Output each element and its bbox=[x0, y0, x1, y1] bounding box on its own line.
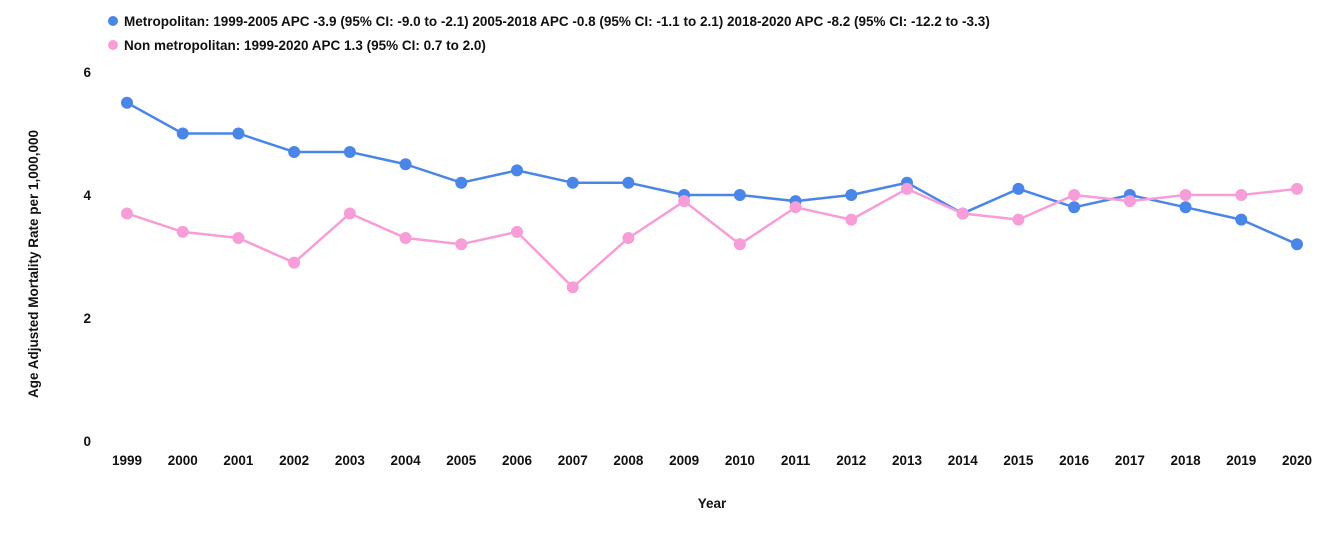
x-tick-label: 2017 bbox=[1115, 453, 1145, 468]
plot-area bbox=[121, 96, 1303, 294]
legend-marker-non-metropolitan bbox=[108, 40, 118, 50]
x-tick-label: 2013 bbox=[892, 453, 923, 468]
data-point bbox=[845, 189, 858, 201]
data-point bbox=[1179, 201, 1192, 214]
series-non-metropolitan bbox=[121, 182, 1303, 294]
data-point bbox=[1291, 238, 1303, 251]
x-tick-label: 2002 bbox=[279, 453, 309, 468]
data-point bbox=[1235, 189, 1248, 201]
x-tick-label: 2003 bbox=[335, 453, 366, 468]
x-tick-label: 2007 bbox=[558, 453, 588, 468]
x-tick-label: 2011 bbox=[781, 453, 811, 468]
data-point bbox=[733, 238, 746, 251]
x-tick-label: 2004 bbox=[391, 453, 422, 468]
data-point bbox=[343, 207, 356, 220]
data-point bbox=[901, 182, 913, 195]
y-tick-label: 6 bbox=[83, 65, 91, 80]
data-point bbox=[455, 238, 468, 251]
series-line bbox=[126, 187, 1298, 289]
data-point bbox=[1012, 213, 1025, 226]
data-point bbox=[622, 176, 635, 189]
data-point bbox=[511, 225, 523, 238]
data-point bbox=[622, 232, 635, 245]
data-point bbox=[845, 213, 858, 226]
data-point bbox=[789, 201, 802, 214]
data-point bbox=[1012, 182, 1025, 195]
data-point bbox=[176, 225, 189, 238]
data-point bbox=[232, 127, 245, 140]
x-tick-label: 2020 bbox=[1282, 453, 1312, 468]
data-point bbox=[1235, 213, 1248, 226]
data-point bbox=[176, 127, 189, 140]
x-axis-title: Year bbox=[698, 496, 727, 511]
data-point bbox=[288, 256, 301, 269]
legend-label-metropolitan: Metropolitan: 1999-2005 APC -3.9 (95% CI… bbox=[124, 14, 990, 29]
series-metropolitan bbox=[121, 96, 1303, 251]
x-axis: 1999 2000 2001 2002 2003 2004 2005 2006 2007 2008… bbox=[112, 453, 1312, 468]
data-point bbox=[455, 176, 468, 189]
data-point bbox=[566, 281, 579, 294]
data-point bbox=[956, 207, 969, 220]
x-tick-label: 2018 bbox=[1171, 453, 1202, 468]
data-point bbox=[1291, 182, 1303, 195]
y-tick-label: 0 bbox=[83, 434, 91, 449]
x-tick-label: 2012 bbox=[836, 453, 866, 468]
legend-marker-metropolitan bbox=[108, 16, 118, 26]
data-point bbox=[733, 189, 746, 201]
x-tick-label: 2014 bbox=[948, 453, 979, 468]
x-tick-label: 2019 bbox=[1226, 453, 1256, 468]
data-point bbox=[511, 164, 523, 177]
data-point bbox=[1179, 189, 1192, 201]
data-point bbox=[399, 158, 412, 171]
data-point bbox=[1123, 195, 1136, 208]
data-point bbox=[288, 145, 301, 158]
x-tick-label: 2016 bbox=[1059, 453, 1090, 468]
data-point bbox=[343, 145, 356, 158]
data-point bbox=[121, 96, 133, 109]
y-axis: 0 2 4 6 bbox=[83, 65, 91, 449]
x-tick-label: 2001 bbox=[223, 453, 254, 468]
data-point bbox=[678, 195, 691, 208]
y-tick-label: 2 bbox=[83, 311, 91, 326]
legend-label-non-metropolitan: Non metropolitan: 1999-2020 APC 1.3 (95%… bbox=[124, 38, 486, 53]
x-tick-label: 2008 bbox=[613, 453, 644, 468]
data-point bbox=[1068, 189, 1081, 201]
data-point bbox=[1068, 201, 1081, 214]
x-tick-label: 2015 bbox=[1003, 453, 1034, 468]
legend: Metropolitan: 1999-2005 APC -3.9 (95% CI… bbox=[108, 14, 990, 53]
y-tick-label: 4 bbox=[83, 188, 91, 203]
x-tick-label: 2005 bbox=[446, 453, 477, 468]
data-point bbox=[399, 232, 412, 245]
data-point bbox=[566, 176, 579, 189]
x-tick-label: 2010 bbox=[725, 453, 755, 468]
x-tick-label: 2006 bbox=[502, 453, 533, 468]
series-line bbox=[126, 101, 1298, 246]
x-tick-label: 2000 bbox=[168, 453, 198, 468]
x-tick-label: 2009 bbox=[669, 453, 699, 468]
x-tick-label: 1999 bbox=[112, 453, 142, 468]
data-point bbox=[121, 207, 133, 220]
y-axis-title: Age Adjusted Mortality Rate per 1,000,00… bbox=[26, 130, 41, 398]
data-point bbox=[232, 232, 245, 245]
